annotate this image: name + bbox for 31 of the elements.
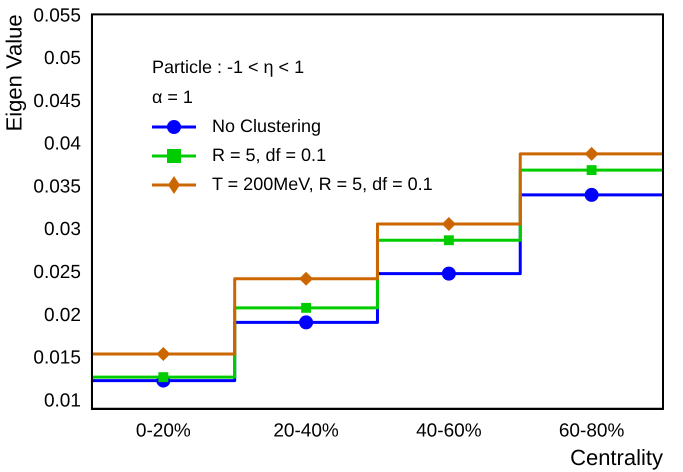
y-tick-label: 0.04 <box>44 134 82 155</box>
y-tick-label: 0.02 <box>44 304 81 326</box>
y-tick-label: 0.05 <box>44 48 81 70</box>
y-tick-label: 0.045 <box>33 90 81 112</box>
y-tick-label: 0.03 <box>44 219 81 240</box>
y-axis-title: Eigen Value <box>1 14 26 132</box>
x-axis-title: Centrality <box>570 444 663 470</box>
point <box>299 315 314 330</box>
point <box>586 165 597 176</box>
legend-label: R = 5, df = 0.1 <box>212 145 326 166</box>
x-tick-label: 40-60% <box>416 420 482 442</box>
point <box>301 302 312 313</box>
legend-label: No Clustering <box>212 116 322 137</box>
point <box>584 146 599 161</box>
point <box>584 188 599 202</box>
x-tick-label: 20-40% <box>273 420 339 442</box>
point <box>299 272 314 286</box>
y-tick-label: 0.025 <box>33 262 81 284</box>
x-tick-label: 0-20% <box>136 420 191 442</box>
point <box>442 266 456 281</box>
annotation: α = 1 <box>151 86 194 109</box>
legend-label: T = 200MeV, R = 5, df = 0.1 <box>212 174 433 195</box>
point <box>442 217 456 232</box>
point <box>444 235 454 246</box>
y-tick-label: 0.035 <box>33 176 81 198</box>
point <box>156 347 170 362</box>
annotation: Particle : -1 < η < 1 <box>151 56 306 79</box>
x-tick-label: 60-80% <box>558 420 624 442</box>
y-tick-label: 0.055 <box>33 5 81 26</box>
y-tick-label: 0.01 <box>44 390 81 412</box>
y-tick-label: 0.015 <box>33 348 81 369</box>
